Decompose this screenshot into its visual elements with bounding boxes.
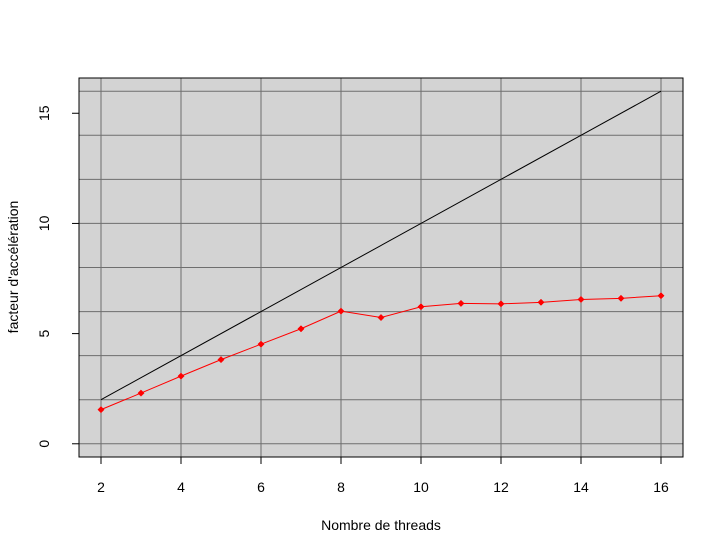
data-point-measured (377, 313, 385, 322)
data-point-measured (297, 325, 305, 333)
series-layer (97, 90, 665, 414)
x-tick-label: 12 (493, 479, 509, 495)
data-point-measured (97, 406, 105, 414)
y-tick-label: 10 (36, 215, 52, 231)
y-axis: 0 5 10 15 (36, 105, 80, 448)
data-point-measured (657, 292, 665, 300)
x-axis-label: Nombre de threads (321, 517, 441, 533)
data-point-measured (457, 299, 465, 307)
data-point-measured (497, 300, 505, 308)
data-point-measured (337, 307, 345, 315)
data-point-measured (577, 295, 585, 304)
x-tick-label: 14 (573, 479, 589, 495)
x-tick-label: 2 (97, 479, 105, 495)
data-point-measured (537, 298, 545, 306)
data-point-measured (417, 303, 425, 311)
x-tick-label: 10 (413, 479, 429, 495)
x-axis: 2 4 6 8 10 12 14 16 (97, 456, 669, 495)
data-point-measured (257, 340, 265, 348)
y-tick-label: 15 (36, 105, 52, 121)
x-tick-label: 4 (177, 479, 185, 495)
grid (79, 78, 683, 457)
x-tick-label: 8 (337, 479, 345, 495)
x-tick-label: 16 (653, 479, 669, 495)
data-point-measured (137, 389, 145, 397)
y-tick-label: 5 (36, 330, 52, 338)
data-point-measured (617, 294, 625, 302)
x-tick-label: 6 (257, 479, 265, 495)
series-line-ideal (100, 90, 662, 401)
y-tick-label: 0 (36, 440, 52, 448)
data-point-measured (217, 356, 225, 364)
data-point-measured (177, 372, 185, 380)
y-axis-label: facteur d'accélération (5, 201, 21, 334)
